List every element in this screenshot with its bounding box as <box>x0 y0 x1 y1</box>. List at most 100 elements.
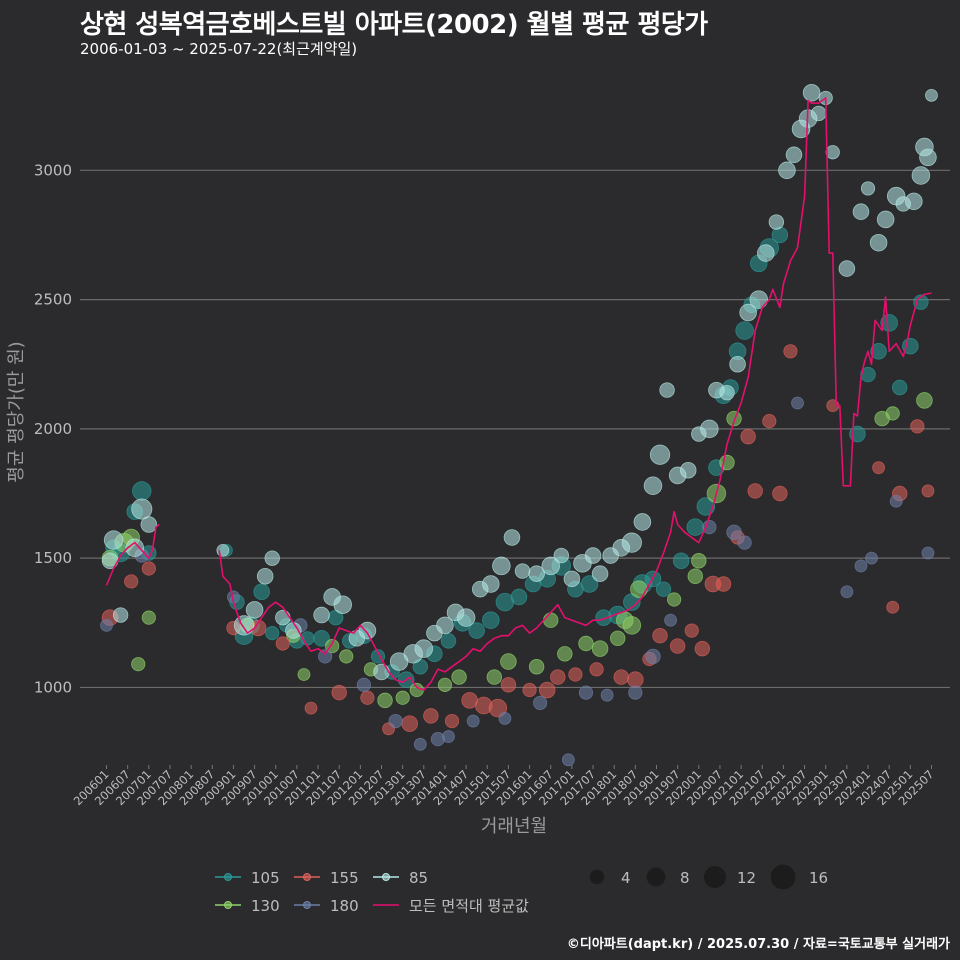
data-point <box>916 392 933 409</box>
y-tick-label: 1000 <box>34 678 72 696</box>
series-105 <box>105 226 929 688</box>
data-point <box>768 214 785 230</box>
data-point <box>919 148 937 167</box>
data-point <box>141 561 156 576</box>
chart-title: 상현 성복역금호베스트빌 아파트(2002) 월별 평균 평당가 <box>80 10 708 40</box>
data-point <box>749 290 768 309</box>
data-point <box>729 355 746 373</box>
data-point <box>440 633 457 649</box>
data-point <box>687 568 703 584</box>
data-point <box>925 88 938 102</box>
data-point <box>132 481 152 501</box>
data-point <box>860 181 876 196</box>
data-point <box>783 344 798 359</box>
data-point <box>684 623 699 638</box>
data-point <box>872 461 885 475</box>
size-legend-label: 16 <box>809 869 828 887</box>
data-point <box>880 314 898 332</box>
data-point <box>643 476 663 496</box>
data-point <box>256 567 274 585</box>
data-point <box>275 636 290 651</box>
data-point <box>550 669 566 685</box>
legend-dot <box>224 901 232 909</box>
data-point <box>500 677 517 693</box>
data-point <box>131 657 146 672</box>
data-point <box>377 692 393 709</box>
data-point <box>482 611 500 629</box>
data-point <box>667 592 682 607</box>
size-legend-circle <box>589 869 605 885</box>
data-point <box>735 321 754 340</box>
data-point <box>726 410 742 427</box>
legend-label: 85 <box>409 869 428 887</box>
data-point <box>358 621 377 640</box>
data-point <box>921 484 935 498</box>
data-point <box>124 574 139 589</box>
data-point <box>265 626 280 641</box>
data-point <box>313 630 330 647</box>
size-legend-12: 12 <box>703 865 756 889</box>
x-axis-title: 거래년월 <box>481 816 547 837</box>
data-point <box>672 552 690 570</box>
data-point <box>538 681 556 699</box>
data-point <box>905 192 923 211</box>
data-point <box>910 419 925 434</box>
data-point <box>318 649 333 664</box>
data-point <box>865 551 878 565</box>
data-point <box>331 684 347 701</box>
data-point <box>757 244 775 262</box>
data-point <box>486 669 503 685</box>
data-point <box>889 494 903 508</box>
data-point <box>141 610 156 625</box>
data-point <box>838 260 856 277</box>
data-point <box>442 730 455 743</box>
data-point <box>437 677 453 692</box>
data-point <box>409 682 424 698</box>
legend-item-avg: 모든 면적대 평균값 <box>373 897 529 915</box>
data-point <box>860 366 876 383</box>
data-point <box>627 671 644 688</box>
data-point <box>543 612 559 628</box>
data-point <box>528 659 545 675</box>
legend-item-85: 85 <box>373 869 428 887</box>
legend-dot <box>382 873 390 881</box>
legend-item-155: 155 <box>294 869 359 887</box>
data-point <box>360 690 375 705</box>
data-point <box>802 83 821 102</box>
data-point <box>333 595 352 614</box>
data-point <box>456 608 476 627</box>
data-point <box>691 553 707 569</box>
data-point <box>694 640 711 657</box>
grid-lines <box>80 169 950 689</box>
data-point <box>401 715 418 732</box>
data-point <box>514 563 531 579</box>
data-point <box>578 635 594 652</box>
legend-dot <box>303 901 311 909</box>
data-point <box>444 713 460 729</box>
chart-subtitle: 2006-01-03 ~ 2025-07-22(최근계약일) <box>80 40 358 58</box>
data-point <box>649 444 671 465</box>
data-point <box>553 547 570 564</box>
data-point <box>686 518 705 536</box>
legend-label: 모든 면적대 평균값 <box>409 897 529 915</box>
legend-dot <box>303 873 311 881</box>
data-point <box>125 538 144 558</box>
data-point <box>700 419 719 439</box>
data-point <box>492 556 511 576</box>
data-point <box>414 639 434 658</box>
data-point <box>561 753 575 767</box>
data-point <box>655 581 672 597</box>
legend: 105 155 85 130 180 모든 면적대 평균값 4 8 12 16 <box>215 864 828 915</box>
data-point <box>854 559 868 573</box>
data-point <box>436 616 454 635</box>
legend-label: 130 <box>251 897 280 915</box>
data-point <box>762 414 777 429</box>
data-point <box>885 406 900 421</box>
data-point <box>388 713 403 729</box>
data-point <box>482 575 500 593</box>
data-point <box>726 524 742 541</box>
data-point <box>659 382 675 398</box>
data-point <box>633 513 652 531</box>
data-point <box>645 648 661 665</box>
series-180 <box>100 396 935 767</box>
